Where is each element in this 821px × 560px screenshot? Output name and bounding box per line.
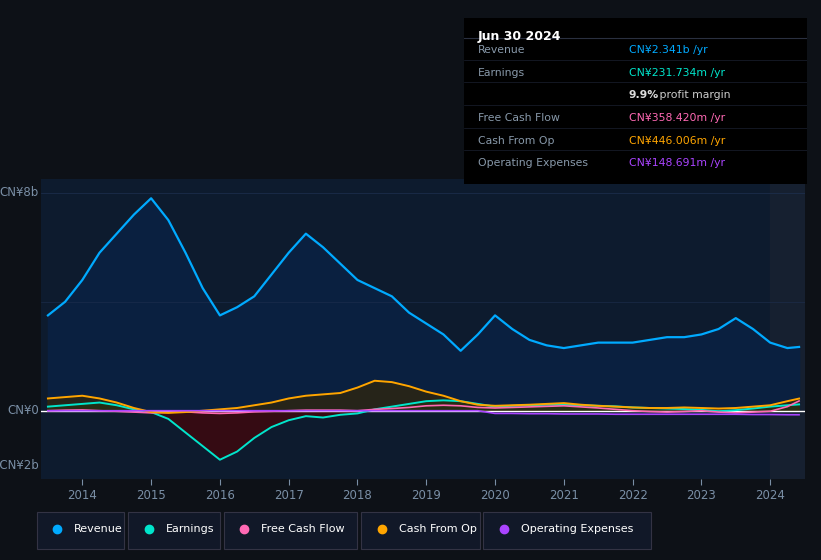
Bar [770,179,819,479]
FancyBboxPatch shape [128,512,220,549]
FancyBboxPatch shape [37,512,125,549]
Text: CN¥231.734m /yr: CN¥231.734m /yr [629,68,725,78]
Text: CN¥358.420m /yr: CN¥358.420m /yr [629,113,725,123]
Text: Earnings: Earnings [478,68,525,78]
Text: Operating Expenses: Operating Expenses [521,524,633,534]
Text: Operating Expenses: Operating Expenses [478,158,588,169]
FancyBboxPatch shape [361,512,479,549]
Text: profit margin: profit margin [656,91,731,100]
Text: Free Cash Flow: Free Cash Flow [478,113,559,123]
FancyBboxPatch shape [484,512,651,549]
Text: 9.9%: 9.9% [629,91,658,100]
Text: Free Cash Flow: Free Cash Flow [261,524,345,534]
Text: CN¥0: CN¥0 [7,404,39,417]
Text: CN¥2.341b /yr: CN¥2.341b /yr [629,45,707,55]
Text: CN¥8b: CN¥8b [0,186,39,199]
Text: CN¥446.006m /yr: CN¥446.006m /yr [629,136,725,146]
Text: -CN¥2b: -CN¥2b [0,459,39,472]
Text: Cash From Op: Cash From Op [398,524,476,534]
Text: Revenue: Revenue [478,45,525,55]
Text: Earnings: Earnings [166,524,214,534]
Text: Jun 30 2024: Jun 30 2024 [478,30,561,43]
Text: Revenue: Revenue [74,524,123,534]
Text: Cash From Op: Cash From Op [478,136,554,146]
Text: CN¥148.691m /yr: CN¥148.691m /yr [629,158,725,169]
FancyBboxPatch shape [224,512,357,549]
